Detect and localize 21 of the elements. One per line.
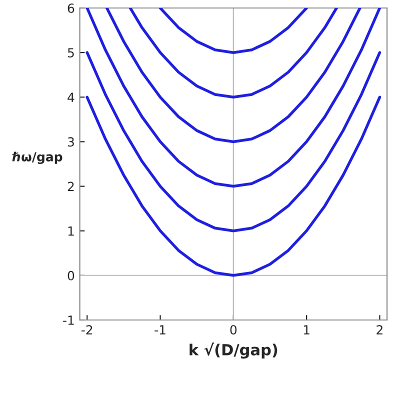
- line-series: [86, 96, 382, 277]
- x-axis-title: k √(D/gap): [190, 342, 278, 359]
- line-series: [86, 8, 382, 188]
- y-tick-label: 4: [68, 92, 74, 102]
- x-tick-label: 0: [230, 325, 237, 335]
- line-series: [128, 8, 338, 99]
- y-tick-label: 1: [68, 226, 74, 236]
- line-series: [105, 8, 362, 144]
- x-tick-label: -1: [154, 325, 166, 334]
- y-tick-label: 3: [68, 137, 74, 147]
- y-tick-label: 5: [68, 48, 74, 58]
- y-tick-label: 0: [68, 270, 74, 280]
- y-tick-label: 6: [68, 3, 74, 13]
- x-tick-label: 1: [304, 325, 310, 334]
- line-series: [86, 51, 382, 232]
- y-axis-title: ℏω/gap: [12, 152, 62, 164]
- line-series: [158, 8, 308, 54]
- x-tick-label: -2: [81, 325, 92, 334]
- y-tick-label: 2: [68, 182, 74, 192]
- y-tick-label: -1: [63, 316, 74, 325]
- x-tick-label: 2: [376, 325, 382, 334]
